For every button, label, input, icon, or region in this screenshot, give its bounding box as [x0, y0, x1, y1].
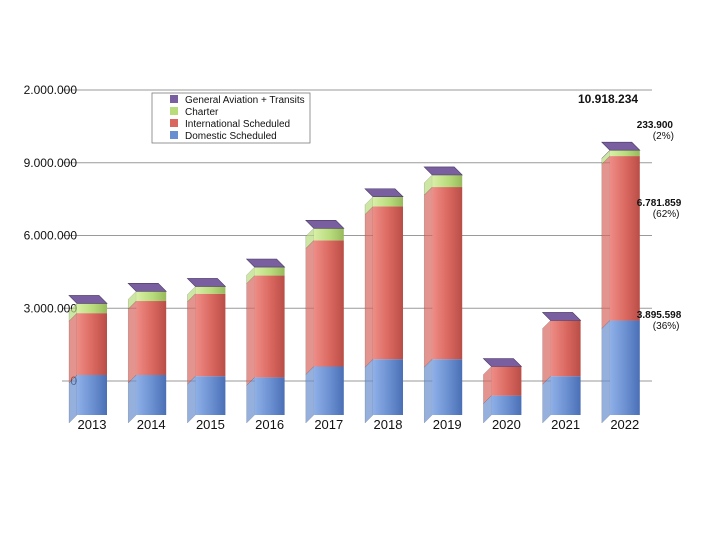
bar-stack — [186, 278, 227, 424]
y-tick-label: 6.000.000 — [24, 229, 78, 243]
bar-segment — [254, 267, 285, 276]
legend-label: Charter — [185, 107, 219, 118]
annotation-percent: (2%) — [653, 131, 674, 142]
bar-top-cap — [364, 188, 404, 198]
bar-segment-side — [127, 374, 137, 424]
bar-segment-side — [305, 239, 315, 376]
x-tick-label: 2014 — [137, 417, 166, 432]
legend-swatch — [170, 119, 178, 127]
bar-stack — [423, 166, 463, 424]
bar-segment-side — [364, 205, 374, 368]
bar-segment — [136, 291, 167, 302]
bar-segment — [254, 377, 285, 415]
bar-top-cap — [541, 312, 582, 321]
bar-segment — [136, 301, 167, 375]
legend: General Aviation + TransitsCharterIntern… — [151, 92, 311, 144]
x-tick-label: 2021 — [551, 417, 580, 432]
bar-segment — [77, 374, 107, 415]
annotations: 233.900(2%) 6.781.859(62%) 3.895.598(36%) — [637, 120, 682, 332]
x-tick-label: 2013 — [78, 417, 107, 432]
bar-stack — [127, 283, 167, 424]
annotation-percent: (36%) — [653, 321, 680, 332]
x-tick-label: 2017 — [314, 417, 343, 432]
bar-segment — [195, 293, 226, 377]
bar-segment — [373, 359, 403, 415]
bar-segment-side — [364, 358, 374, 424]
legend-label: Domestic Scheduled — [185, 131, 277, 142]
bar-segment — [254, 275, 285, 378]
bar-segment — [77, 303, 107, 314]
bar-segment — [550, 376, 581, 415]
x-axis-ticks: 2013 2014 2015 2016 2017 2018 2019 2020 2021 2022 — [78, 417, 640, 432]
bar-segment — [609, 320, 640, 415]
annotation-value: 6.781.859 — [637, 198, 682, 209]
bar-top-cap — [186, 278, 227, 287]
bar-segment-side — [423, 186, 433, 368]
bar-top-cap — [68, 295, 108, 304]
legend-swatch — [170, 131, 178, 139]
legend-label: International Scheduled — [185, 119, 290, 130]
bar-segment — [373, 206, 403, 360]
x-tick-label: 2019 — [433, 417, 462, 432]
bar-segment — [491, 395, 522, 415]
bar-segment-side — [68, 312, 78, 384]
bar-segment-side — [305, 365, 315, 424]
bar-stack — [305, 219, 345, 424]
bar-segment — [313, 366, 344, 415]
legend-label: General Aviation + Transits — [185, 95, 305, 106]
annotation-percent: (62%) — [653, 209, 680, 220]
y-tick-label: 9.000.000 — [24, 156, 78, 170]
bar-segment-side — [187, 293, 196, 385]
bar-stack — [364, 188, 404, 424]
bar-segment — [550, 320, 581, 377]
bar-top-cap — [423, 166, 463, 176]
bar-segment-side — [601, 319, 611, 424]
annotation-value: 233.900 — [637, 120, 674, 131]
x-tick-label: 2018 — [374, 417, 403, 432]
bar-segment — [313, 240, 344, 367]
legend-swatch — [170, 95, 178, 103]
bar-segment-side — [68, 374, 78, 424]
bar-segment — [432, 359, 463, 415]
bar-stack — [245, 258, 286, 424]
bar-segment-side — [601, 155, 611, 330]
bar-segment-side — [423, 358, 433, 424]
bar-segment — [195, 286, 226, 294]
bar-segment — [609, 156, 640, 321]
bar-top-cap — [127, 283, 167, 292]
annotation-value: 3.895.598 — [637, 310, 682, 321]
bar-segment — [432, 174, 463, 188]
bar-segment — [432, 187, 463, 360]
y-tick-label: 3.000.000 — [24, 301, 78, 315]
bar-top-cap — [482, 358, 523, 367]
bar-top-cap — [305, 219, 345, 229]
bar-stack — [68, 295, 108, 424]
bar-segment — [77, 313, 107, 375]
bar-stack — [601, 141, 641, 424]
x-tick-label: 2015 — [196, 417, 225, 432]
legend-swatch — [170, 107, 178, 115]
bar-segment-side — [246, 274, 255, 387]
bar-segment — [136, 374, 167, 415]
bar-segment — [373, 196, 403, 207]
bar-segment — [609, 150, 640, 157]
y-tick-label: 2.000.000 — [24, 83, 78, 97]
bars-layer — [68, 141, 641, 424]
bar-segment — [313, 228, 344, 241]
bar-stack — [541, 312, 582, 424]
bar-segment-side — [542, 319, 551, 385]
x-tick-label: 2020 — [492, 417, 521, 432]
bar-top-cap — [245, 258, 286, 268]
bar-segment — [491, 366, 522, 396]
bar-stack — [482, 358, 523, 424]
bar-top-cap — [601, 141, 641, 151]
total-label: 10.918.234 — [578, 92, 638, 106]
bar-segment — [195, 376, 226, 415]
x-tick-label: 2016 — [255, 417, 284, 432]
bar-segment-side — [127, 300, 137, 384]
legend-box — [151, 92, 311, 144]
x-tick-label: 2022 — [610, 417, 639, 432]
